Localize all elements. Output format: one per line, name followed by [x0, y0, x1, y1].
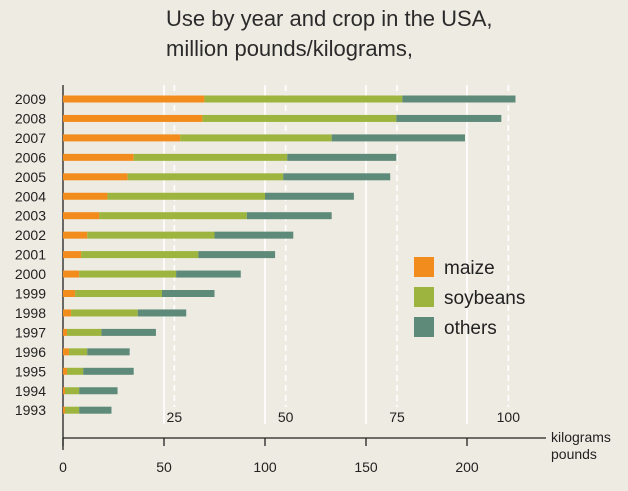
year-label: 1995 — [15, 363, 46, 379]
bar-soybeans — [133, 153, 288, 161]
bar-soybeans — [71, 309, 138, 317]
bar-maize — [63, 192, 108, 200]
year-label: 2005 — [15, 169, 46, 185]
bar-maize — [63, 231, 88, 239]
kilogram-tick-label: 50 — [278, 409, 294, 425]
bar-soybeans — [87, 231, 215, 239]
bar-others — [331, 134, 465, 142]
bar-maize — [63, 173, 128, 181]
legend-label-others: others — [444, 318, 497, 339]
bar-others — [287, 153, 397, 161]
bar-others — [79, 406, 112, 414]
bar-others — [283, 173, 391, 181]
kilogram-tick-label: 75 — [389, 409, 405, 425]
year-label: 1993 — [15, 402, 46, 418]
year-label: 1994 — [15, 383, 46, 399]
bar-maize — [63, 406, 66, 414]
bar-soybeans — [67, 328, 102, 336]
bar-others — [246, 212, 332, 220]
bar-maize — [63, 251, 82, 259]
pound-tick-label: 50 — [156, 459, 172, 475]
bar-soybeans — [69, 348, 88, 356]
bar-others — [161, 290, 215, 297]
bar-soybeans — [204, 95, 403, 103]
pound-tick-label: 200 — [455, 459, 479, 475]
kilograms-axis-label: kilograms — [551, 429, 611, 445]
legend-swatch-others — [414, 317, 434, 337]
bar-soybeans — [107, 192, 265, 200]
bar-others — [79, 387, 118, 395]
year-label: 1998 — [15, 305, 46, 321]
bar-soybeans — [65, 406, 80, 414]
bar-others — [402, 95, 516, 103]
bar-maize — [63, 212, 100, 220]
legend-label-soybeans: soybeans — [444, 288, 525, 309]
bar-soybeans — [180, 134, 332, 142]
year-label: 1997 — [15, 324, 46, 340]
bar-maize — [63, 134, 181, 142]
bar-soybeans — [127, 173, 284, 181]
pound-tick-label: 0 — [59, 459, 67, 475]
bar-maize — [63, 348, 70, 356]
bar-soybeans — [67, 367, 84, 375]
bar-soybeans — [202, 114, 397, 122]
legend-swatch-soybeans — [414, 287, 434, 307]
pound-tick-label: 150 — [354, 459, 378, 475]
legend-label-maize: maize — [444, 258, 495, 279]
pounds-axis-label: pounds — [551, 446, 597, 462]
kilogram-tick-label: 100 — [497, 409, 521, 425]
year-label: 2004 — [15, 188, 46, 204]
bar-maize — [63, 153, 134, 161]
year-label: 2000 — [15, 266, 46, 282]
year-label: 2001 — [15, 247, 46, 263]
bar-others — [83, 367, 134, 375]
bar-maize — [63, 290, 76, 297]
bar-maize — [63, 95, 205, 103]
bar-others — [87, 348, 130, 356]
bar-soybeans — [99, 212, 247, 220]
year-label: 2007 — [15, 130, 46, 146]
bar-soybeans — [75, 290, 162, 297]
bar-others — [198, 251, 276, 259]
bar-others — [214, 231, 294, 239]
bar-others — [137, 309, 187, 317]
year-label: 2002 — [15, 227, 46, 243]
bar-maize — [63, 114, 203, 122]
year-label: 2003 — [15, 208, 46, 224]
bar-others — [396, 114, 502, 122]
bar-maize — [63, 328, 68, 336]
bar-soybeans — [81, 251, 199, 259]
kilogram-tick-label: 25 — [167, 409, 183, 425]
bar-maize — [63, 270, 80, 278]
bar-soybeans — [79, 270, 177, 278]
year-label: 2008 — [15, 110, 46, 126]
legend-swatch-maize — [414, 257, 434, 277]
chart-title-line-1: Use by year and crop in the USA, — [166, 6, 493, 31]
year-label: 2006 — [15, 149, 46, 165]
year-label: 2009 — [15, 91, 46, 107]
bar-maize — [63, 309, 72, 317]
bar-others — [176, 270, 241, 278]
bar-maize — [63, 387, 66, 395]
bar-others — [101, 328, 156, 336]
year-label: 1999 — [15, 286, 46, 302]
chart-title-line-2: million pounds/kilograms, — [166, 36, 413, 61]
year-label: 1996 — [15, 344, 46, 360]
bar-soybeans — [65, 387, 80, 395]
pound-tick-label: 100 — [253, 459, 277, 475]
bar-others — [265, 192, 354, 200]
bar-maize — [63, 367, 68, 375]
